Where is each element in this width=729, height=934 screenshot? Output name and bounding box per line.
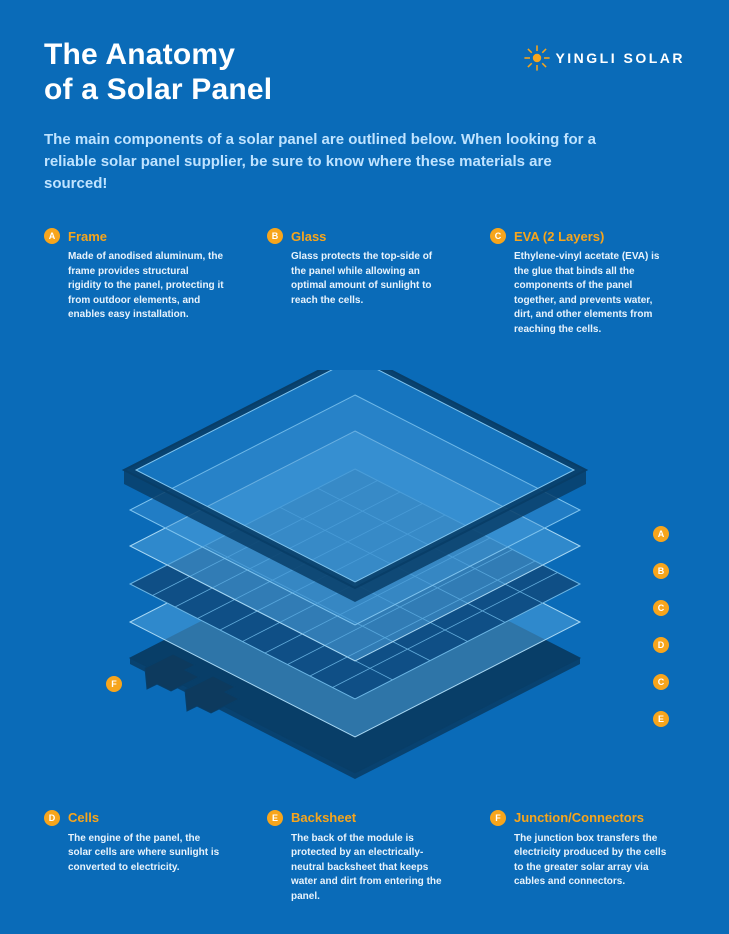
component-desc: Glass protects the top-side of the panel… bbox=[267, 250, 447, 308]
title-line-1: The Anatomy bbox=[44, 38, 235, 71]
component-title: Cells bbox=[68, 810, 99, 825]
badge-d: D bbox=[44, 810, 60, 826]
component-desc: The junction box transfers the electrici… bbox=[490, 832, 670, 890]
badge-b: B bbox=[267, 228, 283, 244]
title-line-2: of a Solar Panel bbox=[44, 73, 272, 106]
component-glass: B Glass Glass protects the top-side of t… bbox=[267, 228, 462, 337]
badge-c: C bbox=[490, 228, 506, 244]
component-frame: A Frame Made of anodised aluminum, the f… bbox=[44, 228, 239, 337]
layer-badge-b: B bbox=[653, 563, 669, 579]
component-cells: D Cells The engine of the panel, the sol… bbox=[44, 810, 239, 905]
component-title: Backsheet bbox=[291, 810, 356, 825]
component-desc: The back of the module is protected by a… bbox=[267, 832, 447, 905]
component-title: Glass bbox=[291, 229, 326, 244]
layer-labels: A B C D C E bbox=[653, 526, 669, 727]
layer-badge-c: C bbox=[653, 600, 669, 616]
layer-badge-c: C bbox=[653, 674, 669, 690]
diagram-svg bbox=[55, 370, 675, 790]
badge-a: A bbox=[44, 228, 60, 244]
layer-badge-e: E bbox=[653, 711, 669, 727]
components-top-row: A Frame Made of anodised aluminum, the f… bbox=[44, 228, 685, 337]
component-eva: C EVA (2 Layers) Ethylene-vinyl acetate … bbox=[490, 228, 685, 337]
brand-name: YINGLI SOLAR bbox=[555, 50, 685, 66]
sun-icon bbox=[523, 44, 551, 72]
subtitle: The main components of a solar panel are… bbox=[44, 129, 614, 194]
badge-e: E bbox=[267, 810, 283, 826]
header: The Anatomy of a Solar Panel YINGLI SOLA… bbox=[44, 38, 685, 107]
badge-f2: F bbox=[490, 810, 506, 826]
brand-logo: YINGLI SOLAR bbox=[523, 44, 685, 72]
badge-f: F bbox=[106, 676, 122, 692]
component-junction: F Junction/Connectors The junction box t… bbox=[490, 810, 685, 905]
exploded-diagram: A B C D C E F bbox=[0, 370, 729, 790]
components-bottom-row: D Cells The engine of the panel, the sol… bbox=[44, 810, 685, 905]
component-desc: Made of anodised aluminum, the frame pro… bbox=[44, 250, 224, 323]
component-backsheet: E Backsheet The back of the module is pr… bbox=[267, 810, 462, 905]
component-desc: The engine of the panel, the solar cells… bbox=[44, 832, 224, 876]
component-title: Junction/Connectors bbox=[514, 810, 644, 825]
component-title: Frame bbox=[68, 229, 107, 244]
layer-badge-a: A bbox=[653, 526, 669, 542]
layer-badge-d: D bbox=[653, 637, 669, 653]
component-title: EVA (2 Layers) bbox=[514, 229, 604, 244]
page-title: The Anatomy of a Solar Panel bbox=[44, 38, 272, 107]
component-desc: Ethylene-vinyl acetate (EVA) is the glue… bbox=[490, 250, 670, 337]
